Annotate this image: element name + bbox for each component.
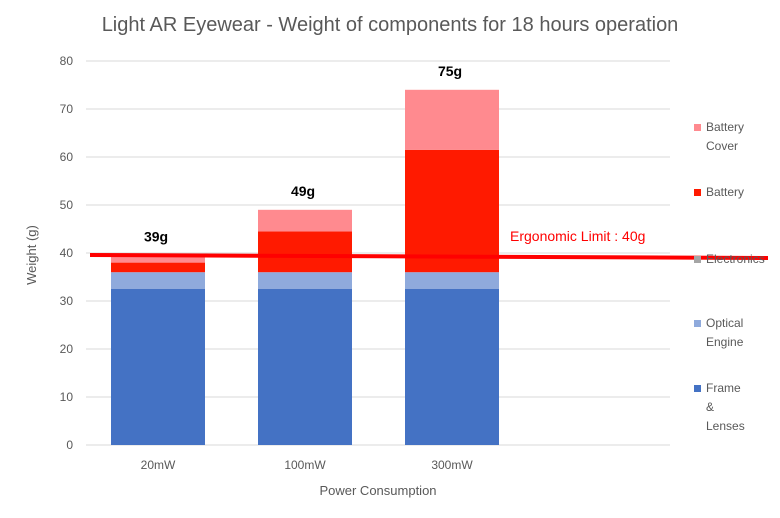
legend: Battery Cover Battery Electronics Optical Eng… bbox=[694, 120, 765, 433]
x-tick-label: 20mW bbox=[141, 458, 176, 472]
bar-segment bbox=[405, 289, 499, 445]
x-tick-label: 100mW bbox=[284, 458, 326, 472]
bar-segment bbox=[258, 231, 352, 273]
y-tick-label: 50 bbox=[60, 198, 74, 212]
legend-entry: Battery bbox=[706, 185, 744, 199]
legend-entry: Optical Engine bbox=[706, 316, 744, 349]
bars bbox=[111, 89, 499, 445]
bar-segment bbox=[111, 289, 205, 445]
total-label: 49g bbox=[291, 183, 315, 199]
x-axis-label: Power Consumption bbox=[319, 483, 436, 498]
y-tick-label: 0 bbox=[66, 438, 73, 452]
bar-segment bbox=[405, 272, 499, 289]
total-label: 39g bbox=[144, 228, 168, 244]
legend-swatch bbox=[694, 320, 701, 327]
bar-segment bbox=[111, 272, 205, 289]
total-label: 75g bbox=[438, 63, 462, 79]
bar-segment bbox=[405, 89, 499, 150]
ergonomic-limit-label: Ergonomic Limit : 40g bbox=[510, 228, 645, 244]
ergonomic-limit-line bbox=[89, 253, 769, 260]
legend-swatch bbox=[694, 124, 701, 131]
y-tick-label: 80 bbox=[60, 54, 74, 68]
x-axis-ticks: 20mW 100mW 300mW bbox=[141, 458, 474, 472]
bar-segment bbox=[111, 262, 205, 273]
y-tick-label: 70 bbox=[60, 102, 74, 116]
bar-segment bbox=[258, 289, 352, 445]
legend-entry: Electronics bbox=[706, 252, 765, 266]
y-tick-label: 10 bbox=[60, 390, 74, 404]
y-tick-label: 20 bbox=[60, 342, 74, 356]
total-labels: 39g 49g 75g bbox=[144, 63, 462, 245]
y-axis-ticks: 0 10 20 30 40 50 60 70 80 bbox=[60, 54, 74, 452]
legend-swatch bbox=[694, 256, 701, 263]
bar-segment bbox=[111, 255, 205, 263]
x-tick-label: 300mW bbox=[431, 458, 473, 472]
bar-segment bbox=[258, 209, 352, 232]
bar-segment bbox=[405, 149, 499, 273]
legend-entry: Battery Cover bbox=[706, 120, 744, 153]
chart-title: Light AR Eyewear - Weight of components … bbox=[102, 14, 679, 36]
y-tick-label: 40 bbox=[60, 246, 74, 260]
y-tick-label: 30 bbox=[60, 294, 74, 308]
bar-segment bbox=[258, 272, 352, 289]
legend-swatch bbox=[694, 189, 701, 196]
y-tick-label: 60 bbox=[60, 150, 74, 164]
reference-line-group: Ergonomic Limit : 40g bbox=[89, 228, 769, 260]
legend-entry: Frame & Lenses bbox=[706, 381, 745, 433]
legend-swatch bbox=[694, 385, 701, 392]
y-axis-label: Weight (g) bbox=[24, 225, 39, 285]
